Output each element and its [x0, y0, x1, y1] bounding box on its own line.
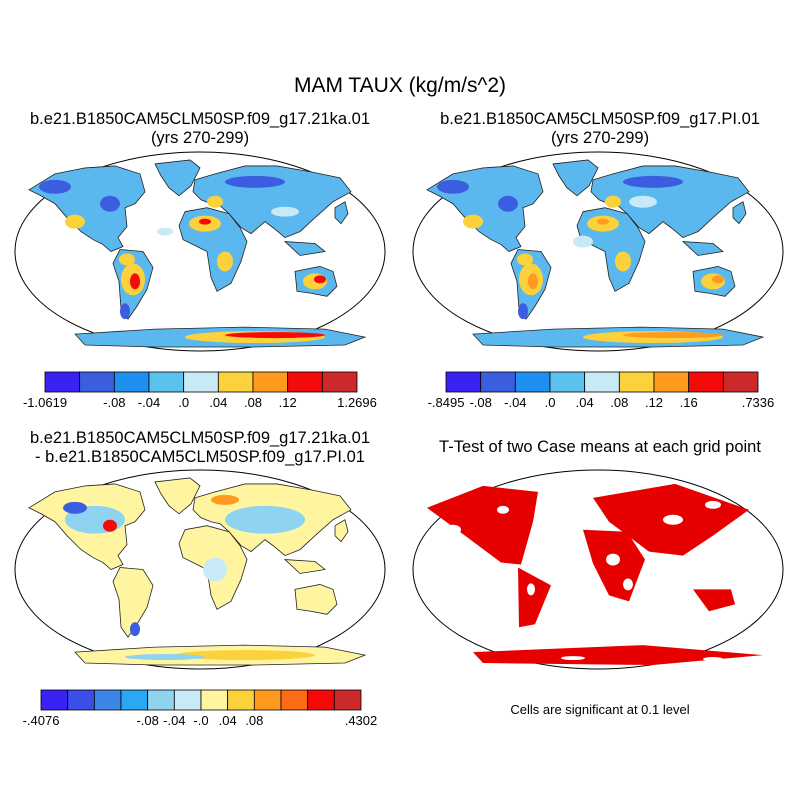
panel-b-title-line1: b.e21.B1850CAM5CLM50SP.f09_g17.PI.01 [440, 110, 760, 128]
panel-a-title-line2: (yrs 270-299) [150, 129, 250, 147]
colorbar-b-box [480, 371, 516, 393]
colorbar-a-tick-label: .12 [279, 395, 297, 410]
colorbar-a-box [183, 371, 219, 393]
colorbar-a-tick-label: -1.0619 [23, 395, 67, 410]
colorbar-a-box [321, 371, 358, 393]
panel-b-title: b.e21.B1850CAM5CLM50SP.f09_g17.PI.01 (yr… [400, 110, 800, 148]
colorbar-c-tick-label: -.08 [136, 713, 158, 728]
colorbar-c-tick-label: -.4076 [23, 713, 60, 728]
colorbar-c-box [333, 689, 362, 711]
map-panel-a [14, 151, 386, 352]
panel-c-title-line1: b.e21.B1850CAM5CLM50SP.f09_g17.21ka.01 [29, 429, 371, 447]
colorbar-b-tick-label: .04 [576, 395, 594, 410]
colorbar-a-box [287, 371, 323, 393]
colorbar-c-box [307, 689, 335, 711]
panel-a-title: b.e21.B1850CAM5CLM50SP.f09_g17.21ka.01 (… [0, 110, 400, 148]
colorbar-c-box [200, 689, 229, 711]
colorbar-c-box [253, 689, 282, 711]
colorbar-a-tick-label: .08 [244, 395, 262, 410]
colorbar-a-box [148, 371, 185, 393]
colorbar-c-box [40, 689, 69, 711]
colorbar-c-tick-label: .04 [219, 713, 237, 728]
figure-title: MAM TAUX (kg/m/s^2) [293, 74, 507, 97]
map-panel-d [412, 469, 784, 670]
colorbar-a-box [113, 371, 150, 393]
panel-c-title-line2: - b.e21.B1850CAM5CLM50SP.f09_g17.PI.01 [35, 448, 365, 466]
colorbar-c-box [93, 689, 122, 711]
panel-d-title: T-Test of two Case means at each grid po… [439, 438, 761, 456]
colorbar-b-box [514, 371, 551, 393]
colorbar-c-box [280, 689, 309, 711]
colorbar-a: -1.0619 -.08 -.04 .0 .04 .08 .12 1.2696 [23, 371, 377, 410]
colorbar-a-box [217, 371, 254, 393]
colorbar-c-box [173, 689, 202, 711]
colorbar-b-box [722, 371, 759, 393]
colorbar-c-box [147, 689, 175, 711]
colorbar-c-box [120, 689, 149, 711]
colorbar-a-tick-label: 1.2696 [337, 395, 377, 410]
colorbar-a-box [44, 371, 81, 393]
map-panel-c [14, 469, 386, 670]
colorbar-c: -.4076 -.08 -.04 -.0 .04 .08 .4302 [23, 689, 378, 728]
colorbar-a-tick-label: -.04 [138, 395, 160, 410]
colorbar-c-tick-label: -.0 [193, 713, 208, 728]
significance-note: Cells are significant at 0.1 level [510, 702, 690, 717]
colorbar-b-box [445, 371, 482, 393]
colorbar-a-tick-label: .04 [209, 395, 227, 410]
colorbar-c-box [67, 689, 95, 711]
colorbar-c-tick-label: .08 [245, 713, 263, 728]
colorbar-b-tick-label: .08 [610, 395, 628, 410]
colorbar-a-box [252, 371, 289, 393]
colorbar-a-tick-label: .0 [178, 395, 189, 410]
colorbar-b: -.8495 -.08 -.04 .0 .04 .08 .12 .16 .7336 [428, 371, 775, 410]
colorbar-b-tick-label: -.08 [469, 395, 491, 410]
panel-a-title-line1: b.e21.B1850CAM5CLM50SP.f09_g17.21ka.01 [29, 110, 371, 128]
colorbar-b-tick-label: .12 [645, 395, 663, 410]
colorbar-b-box [549, 371, 586, 393]
colorbar-b-tick-label: .7336 [742, 395, 775, 410]
colorbar-a-box [79, 371, 115, 393]
colorbar-b-box [688, 371, 724, 393]
panel-c-title: b.e21.B1850CAM5CLM50SP.f09_g17.21ka.01 -… [0, 429, 400, 467]
colorbar-c-tick-label: -.04 [163, 713, 185, 728]
map-panel-b [412, 151, 784, 352]
colorbar-b-tick-label: -.8495 [428, 395, 465, 410]
colorbar-b-box [618, 371, 655, 393]
colorbar-b-tick-label: .0 [545, 395, 556, 410]
panel-b-title-line2: (yrs 270-299) [550, 129, 650, 147]
colorbar-a-tick-label: -.08 [103, 395, 125, 410]
colorbar-c-tick-label: .4302 [345, 713, 378, 728]
colorbar-b-box [653, 371, 690, 393]
colorbar-b-tick-label: -.04 [504, 395, 526, 410]
colorbar-b-tick-label: .16 [680, 395, 698, 410]
colorbar-c-box [227, 689, 255, 711]
colorbar-b-box [584, 371, 620, 393]
